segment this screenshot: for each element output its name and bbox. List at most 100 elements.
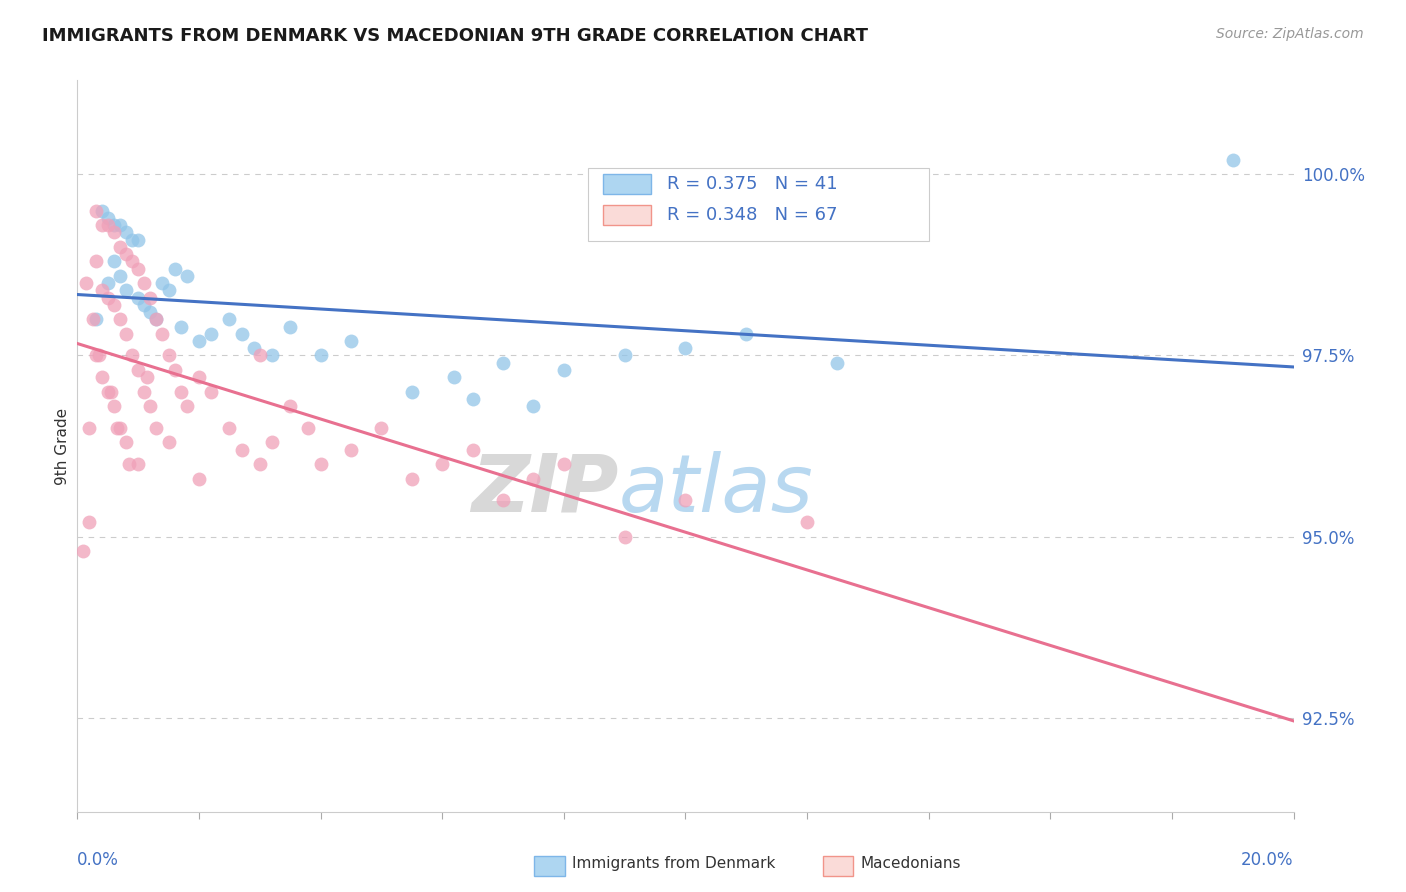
Point <box>127 233 149 247</box>
Point <box>309 457 332 471</box>
Point <box>127 291 149 305</box>
Point <box>188 370 211 384</box>
Point <box>340 334 363 348</box>
Point <box>188 334 211 348</box>
Point <box>370 421 392 435</box>
Point <box>127 363 149 377</box>
Point <box>278 319 301 334</box>
Point <box>84 349 107 363</box>
Point <box>115 283 138 297</box>
Point <box>735 326 758 341</box>
Point <box>97 384 120 399</box>
Point <box>127 261 149 276</box>
Point <box>84 254 107 268</box>
Text: ZIP: ZIP <box>471 450 619 529</box>
FancyBboxPatch shape <box>603 204 651 225</box>
Text: 0.0%: 0.0% <box>77 851 120 869</box>
Point <box>176 268 198 283</box>
Point <box>97 276 120 290</box>
Point <box>115 435 138 450</box>
Text: 20.0%: 20.0% <box>1241 851 1294 869</box>
Point <box>103 399 125 413</box>
Point <box>231 326 253 341</box>
FancyBboxPatch shape <box>603 174 651 194</box>
Point <box>145 421 167 435</box>
Point <box>176 399 198 413</box>
Point <box>108 268 131 283</box>
Point <box>103 254 125 268</box>
Point <box>103 218 125 232</box>
Point <box>97 218 120 232</box>
Point <box>430 457 453 471</box>
Point <box>79 515 101 529</box>
Point <box>134 298 156 312</box>
Point <box>118 457 141 471</box>
Point <box>827 356 849 370</box>
Point <box>97 291 120 305</box>
Point <box>260 435 283 450</box>
Point <box>84 203 107 218</box>
Point <box>145 312 167 326</box>
Text: Immigrants from Denmark: Immigrants from Denmark <box>572 856 776 871</box>
Point <box>170 384 193 399</box>
Point <box>152 276 174 290</box>
Point <box>492 356 515 370</box>
Point <box>121 254 143 268</box>
Point <box>218 421 240 435</box>
Point <box>675 493 697 508</box>
Point <box>108 240 131 254</box>
Point <box>90 370 112 384</box>
Point <box>136 370 159 384</box>
Point <box>103 225 125 239</box>
Point <box>443 370 465 384</box>
Point <box>90 218 112 232</box>
Point <box>163 363 186 377</box>
Point <box>157 349 180 363</box>
Point <box>157 435 180 450</box>
Point <box>242 341 264 355</box>
Point <box>90 283 112 297</box>
Point <box>90 203 112 218</box>
Point <box>613 529 636 543</box>
Point <box>200 326 222 341</box>
Point <box>218 312 240 326</box>
Point <box>115 225 138 239</box>
Point <box>401 472 423 486</box>
Point <box>260 349 283 363</box>
Point <box>1222 153 1244 167</box>
Point <box>103 298 125 312</box>
Point <box>278 399 301 413</box>
Point <box>188 472 211 486</box>
Point <box>200 384 222 399</box>
Point <box>522 399 544 413</box>
Point <box>231 442 253 457</box>
Point <box>108 421 131 435</box>
Point <box>108 218 131 232</box>
Point <box>100 384 122 399</box>
Point <box>157 283 180 297</box>
Point <box>522 472 544 486</box>
Point <box>87 349 110 363</box>
Text: Macedonians: Macedonians <box>860 856 960 871</box>
Point <box>297 421 319 435</box>
Point <box>121 233 143 247</box>
Point <box>139 399 162 413</box>
Point <box>75 276 97 290</box>
Point <box>145 312 167 326</box>
Point <box>97 211 120 225</box>
Text: R = 0.375   N = 41: R = 0.375 N = 41 <box>668 175 838 194</box>
Y-axis label: 9th Grade: 9th Grade <box>55 408 70 484</box>
Point <box>127 457 149 471</box>
Point <box>613 349 636 363</box>
Point <box>121 349 143 363</box>
Point <box>796 515 818 529</box>
Point <box>553 457 575 471</box>
Point <box>115 326 138 341</box>
Point <box>163 261 186 276</box>
Point <box>553 363 575 377</box>
Point <box>309 349 332 363</box>
Point <box>139 291 162 305</box>
Text: Source: ZipAtlas.com: Source: ZipAtlas.com <box>1216 27 1364 41</box>
Point <box>134 384 156 399</box>
Text: atlas: atlas <box>619 450 813 529</box>
